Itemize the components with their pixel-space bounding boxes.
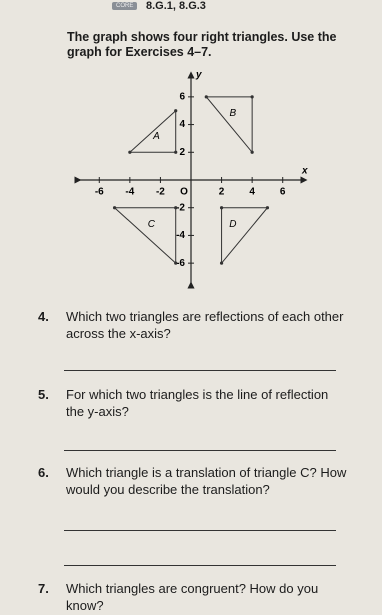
vertex	[174, 150, 178, 154]
vertex	[250, 95, 254, 99]
badge: CORE	[112, 2, 138, 10]
x-tick-label: 6	[280, 187, 286, 198]
question-text: Which triangle is a translation of trian…	[66, 465, 347, 497]
y-axis-label: y	[195, 70, 202, 81]
triangle	[113, 207, 177, 265]
vertex	[219, 206, 224, 210]
vertex	[174, 109, 178, 113]
vertex	[174, 261, 178, 265]
graph: x y O -6 -4 -2 2 4 6 6 4 2 -2 -4 -6 A B C D	[74, 70, 308, 289]
answer-line	[64, 450, 336, 451]
question: 5. For which two triangles is the line of…	[38, 386, 348, 420]
y-tick-label: 2	[179, 147, 185, 158]
vertex	[265, 206, 270, 210]
vertex	[112, 206, 117, 210]
answer-line	[64, 370, 336, 371]
question: 4. Which two triangles are reflections of…	[38, 308, 348, 342]
question-text: For which two triangles is the line of r…	[66, 387, 329, 419]
x-tick-label: 2	[219, 187, 225, 198]
y-tick-label: -4	[176, 230, 185, 241]
origin-label: O	[180, 187, 188, 198]
vertex	[250, 150, 254, 154]
question-text: Which triangles are congruent? How do yo…	[66, 581, 319, 613]
triangle-label: D	[229, 219, 236, 230]
y-tick-label: -6	[176, 258, 185, 269]
question: 7. Which triangles are congruent? How do …	[38, 580, 348, 614]
standards: 8.G.1, 8.G.3	[146, 0, 206, 12]
answer-line	[64, 530, 336, 531]
triangle-label: C	[148, 219, 156, 230]
vertex	[204, 95, 208, 99]
y-tick-label: 4	[179, 119, 185, 130]
question-number: 7.	[38, 581, 49, 596]
x-tick-label: 4	[249, 187, 255, 198]
triangle-label: B	[230, 108, 237, 119]
vertex	[128, 150, 132, 154]
y-tick-label: 6	[179, 91, 185, 102]
question: 6. Which triangle is a translation of tri…	[38, 464, 348, 498]
x-axis-label: x	[301, 166, 308, 177]
x-tick-label: -6	[95, 187, 104, 198]
y-tick-label: -2	[176, 202, 185, 213]
triangle	[128, 109, 177, 153]
question-number: 5.	[38, 387, 49, 402]
x-tick-label: -4	[125, 187, 134, 198]
intro: The graph shows four right triangles. Us…	[67, 30, 337, 59]
question-text: Which two triangles are reflections of e…	[66, 309, 344, 341]
answer-line	[64, 565, 336, 566]
triangle	[221, 207, 269, 265]
triangle-label: A	[152, 131, 160, 142]
question-number: 4.	[38, 309, 49, 324]
vertex	[174, 206, 178, 210]
triangle	[205, 96, 253, 154]
question-number: 6.	[38, 465, 49, 480]
vertex	[219, 261, 224, 265]
x-tick-label: -2	[156, 187, 165, 198]
